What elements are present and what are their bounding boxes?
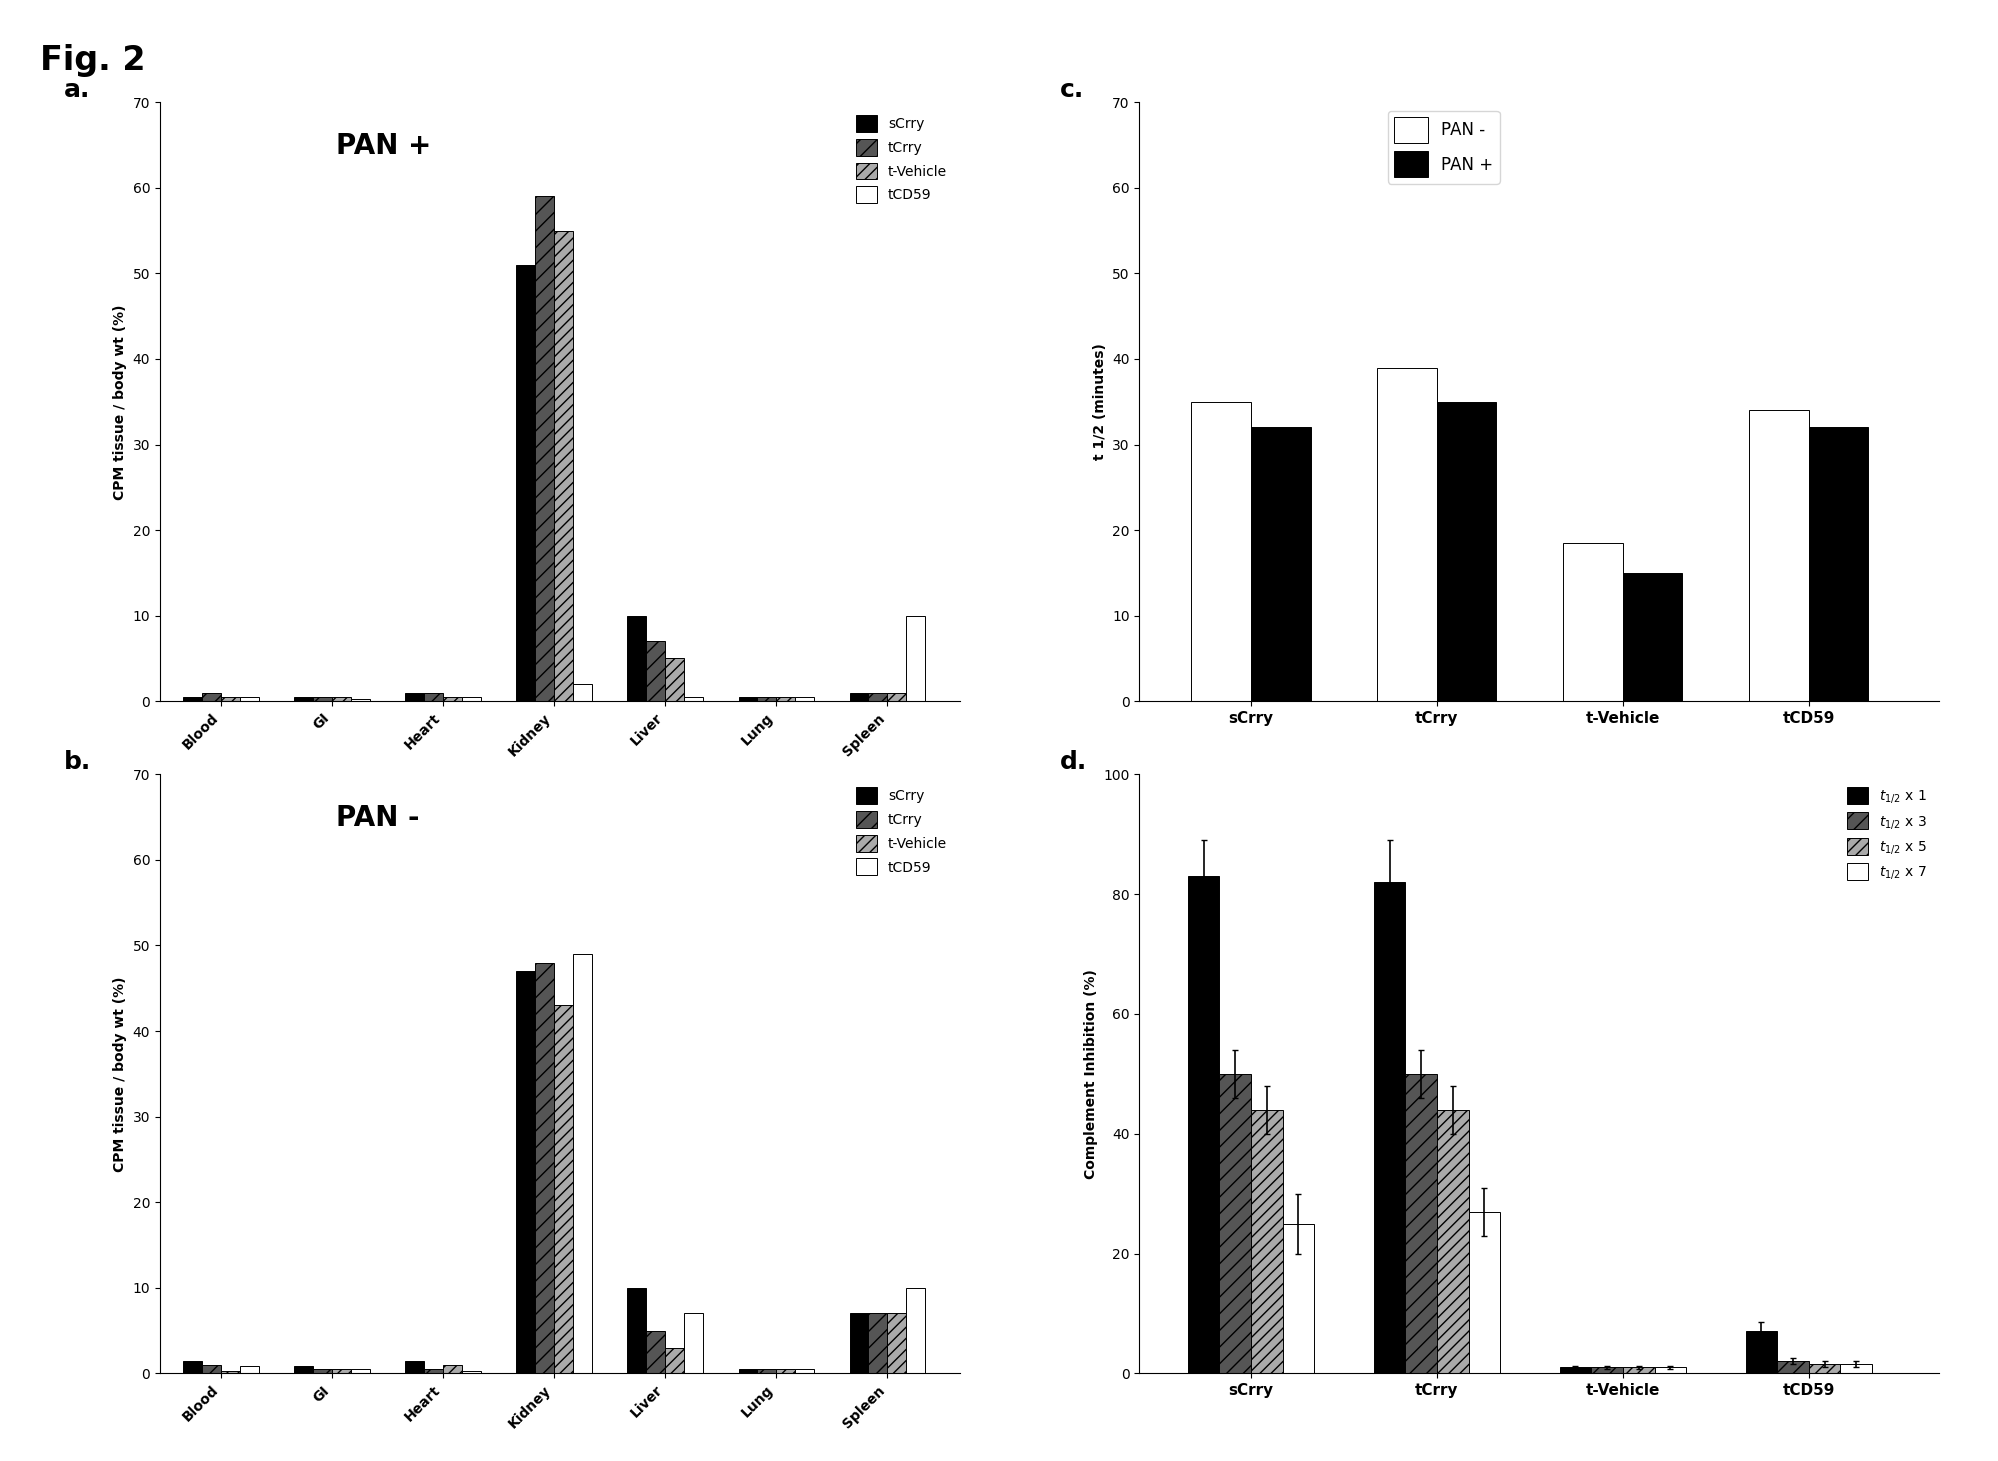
Bar xyxy=(757,1369,775,1373)
Bar xyxy=(573,954,591,1373)
Bar xyxy=(1622,1367,1654,1373)
Bar xyxy=(462,697,482,701)
Bar xyxy=(665,659,683,701)
Bar xyxy=(795,697,813,701)
Bar xyxy=(645,641,665,701)
Bar xyxy=(1191,402,1251,701)
Bar xyxy=(1562,543,1622,701)
Bar xyxy=(573,684,591,701)
Bar xyxy=(1251,1110,1283,1373)
Bar xyxy=(627,1287,645,1373)
Bar xyxy=(202,693,222,701)
Bar xyxy=(757,697,775,701)
Legend: PAN -, PAN +: PAN -, PAN + xyxy=(1387,111,1498,184)
Bar xyxy=(795,1369,813,1373)
Bar xyxy=(294,697,314,701)
Bar xyxy=(849,1313,867,1373)
Bar xyxy=(515,972,535,1373)
Bar xyxy=(1654,1367,1684,1373)
Bar xyxy=(1808,428,1868,701)
Bar xyxy=(202,1365,222,1373)
Bar xyxy=(645,1331,665,1373)
Bar xyxy=(444,1365,462,1373)
Bar xyxy=(1187,877,1219,1373)
Bar xyxy=(1776,1362,1808,1373)
Bar xyxy=(867,1313,887,1373)
Text: c.: c. xyxy=(1059,79,1083,102)
Bar xyxy=(1590,1367,1622,1373)
Bar xyxy=(240,1366,258,1373)
Bar xyxy=(1748,411,1808,701)
Bar xyxy=(683,1313,703,1373)
Y-axis label: CPM tissue / body wt (%): CPM tissue / body wt (%) xyxy=(114,976,128,1172)
Bar xyxy=(1283,1224,1313,1373)
Bar xyxy=(535,196,553,701)
Text: b.: b. xyxy=(64,751,92,774)
Bar xyxy=(1377,368,1437,701)
Bar xyxy=(775,697,795,701)
Bar xyxy=(1558,1367,1590,1373)
Bar xyxy=(406,693,424,701)
Bar xyxy=(1219,1074,1251,1373)
Text: PAN +: PAN + xyxy=(336,131,432,161)
Bar xyxy=(424,1369,444,1373)
Text: Fig. 2: Fig. 2 xyxy=(40,44,146,77)
Bar xyxy=(424,693,444,701)
Bar xyxy=(1840,1365,1872,1373)
Bar xyxy=(444,697,462,701)
Bar xyxy=(462,1370,482,1373)
Bar xyxy=(737,1369,757,1373)
Bar xyxy=(535,963,553,1373)
Bar xyxy=(1437,402,1497,701)
Bar xyxy=(314,1369,332,1373)
Text: a.: a. xyxy=(64,79,90,102)
Bar xyxy=(352,698,370,701)
Legend: sCrry, tCrry, t-Vehicle, tCD59: sCrry, tCrry, t-Vehicle, tCD59 xyxy=(849,782,953,881)
Bar xyxy=(184,1360,202,1373)
Bar xyxy=(627,615,645,701)
Bar xyxy=(314,697,332,701)
Bar xyxy=(1622,573,1682,701)
Bar xyxy=(515,264,535,701)
Bar xyxy=(553,1005,573,1373)
Bar xyxy=(867,693,887,701)
Bar xyxy=(1469,1211,1498,1373)
Bar xyxy=(849,693,867,701)
Bar xyxy=(406,1360,424,1373)
Text: d.: d. xyxy=(1059,751,1087,774)
Bar xyxy=(665,1347,683,1373)
Y-axis label: CPM tissue / body wt (%): CPM tissue / body wt (%) xyxy=(114,304,128,500)
Bar xyxy=(1251,428,1311,701)
Bar xyxy=(222,1370,240,1373)
Bar xyxy=(352,1369,370,1373)
Bar xyxy=(1808,1365,1840,1373)
Bar xyxy=(294,1366,314,1373)
Legend: sCrry, tCrry, t-Vehicle, tCD59: sCrry, tCrry, t-Vehicle, tCD59 xyxy=(849,110,953,209)
Bar xyxy=(887,693,905,701)
Bar xyxy=(905,615,925,701)
Y-axis label: t 1/2 (minutes): t 1/2 (minutes) xyxy=(1093,343,1107,460)
Bar xyxy=(240,697,258,701)
Text: PAN -: PAN - xyxy=(336,804,420,833)
Bar xyxy=(887,1313,905,1373)
Bar xyxy=(553,231,573,701)
Y-axis label: Complement Inhibition (%): Complement Inhibition (%) xyxy=(1083,969,1097,1179)
Bar xyxy=(1437,1110,1469,1373)
Bar xyxy=(222,697,240,701)
Bar xyxy=(775,1369,795,1373)
Bar xyxy=(737,697,757,701)
Bar xyxy=(332,697,352,701)
Legend: $t_{1/2}$ x 1, $t_{1/2}$ x 3, $t_{1/2}$ x 5, $t_{1/2}$ x 7: $t_{1/2}$ x 1, $t_{1/2}$ x 3, $t_{1/2}$ … xyxy=(1840,782,1932,887)
Bar xyxy=(1405,1074,1437,1373)
Bar xyxy=(683,697,703,701)
Bar xyxy=(332,1369,352,1373)
Bar xyxy=(1744,1331,1776,1373)
Bar xyxy=(1373,882,1405,1373)
Bar xyxy=(184,697,202,701)
Bar xyxy=(905,1287,925,1373)
